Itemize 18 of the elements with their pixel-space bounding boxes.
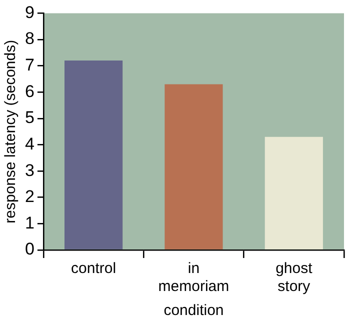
x-tick-label: in memoriam bbox=[158, 260, 230, 296]
y-tick-label: 4 bbox=[24, 134, 34, 154]
y-axis-title: response latency (seconds) bbox=[2, 40, 20, 224]
y-tick-label: 0 bbox=[24, 240, 34, 259]
bar bbox=[64, 60, 123, 250]
x-axis-title: condition bbox=[164, 302, 224, 320]
x-tick-label: control bbox=[71, 260, 116, 278]
y-tick-label: 1 bbox=[24, 213, 34, 232]
y-tick-label: 2 bbox=[24, 187, 34, 206]
y-tick-label: 8 bbox=[24, 29, 34, 48]
x-tick-label: ghost story bbox=[276, 260, 314, 296]
bar bbox=[164, 84, 223, 250]
y-tick-label: 7 bbox=[24, 56, 34, 75]
y-tick-label: 6 bbox=[24, 82, 34, 101]
y-tick-label: 3 bbox=[24, 160, 34, 180]
y-tick-label: 5 bbox=[24, 108, 34, 128]
y-tick-label: 9 bbox=[24, 2, 34, 22]
bar bbox=[264, 136, 323, 250]
